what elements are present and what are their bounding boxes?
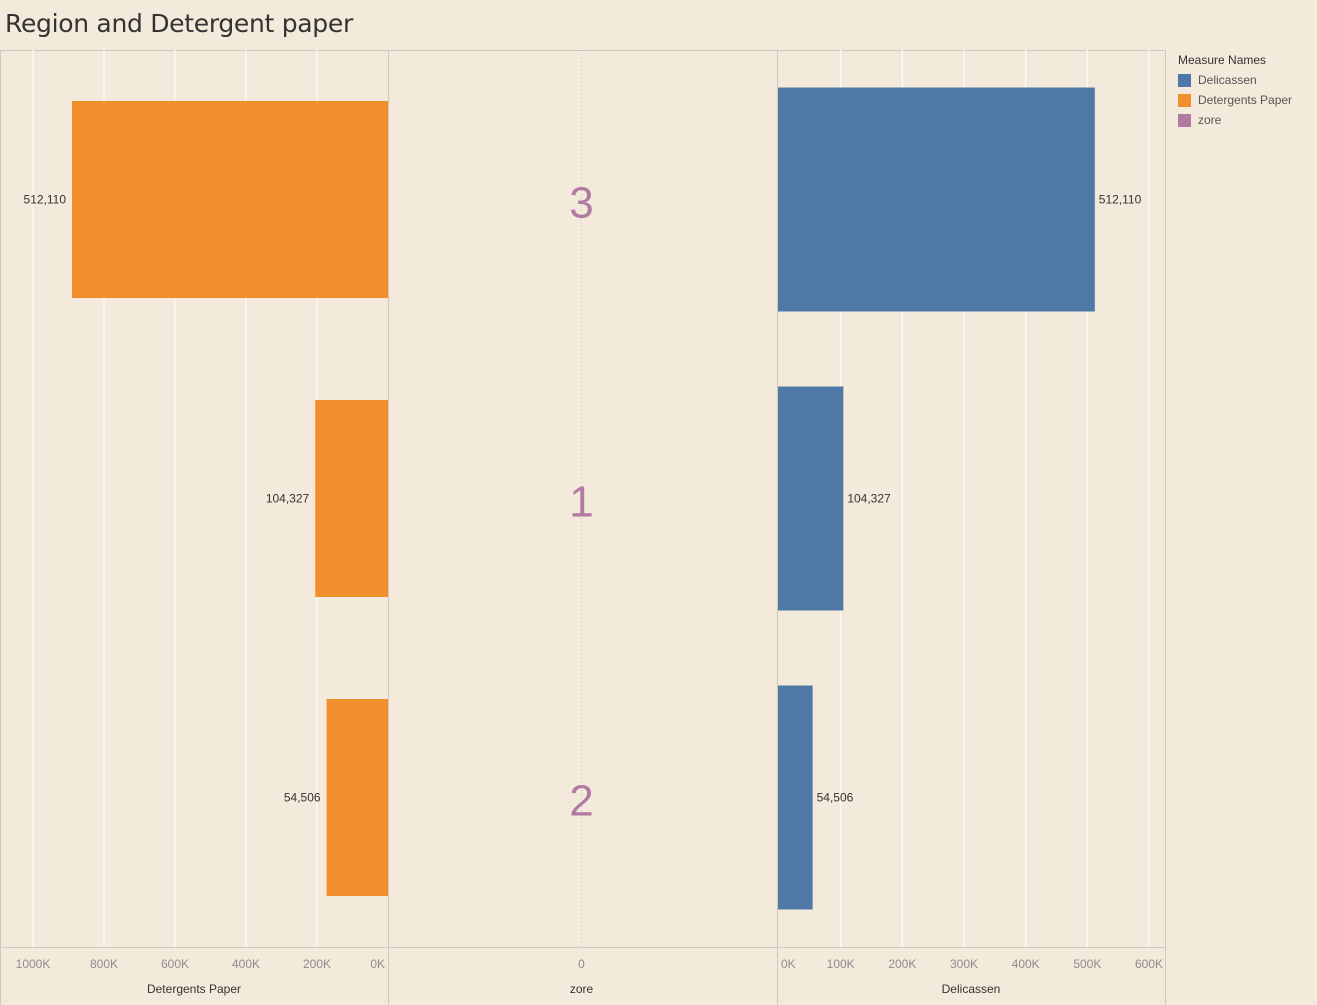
- bar-detergents-paper: [72, 101, 389, 298]
- legend-label: zore: [1198, 113, 1222, 127]
- x-tick-label: 300K: [950, 957, 978, 971]
- bar-detergents-paper: [315, 400, 388, 597]
- x-axis-title: Delicassen: [942, 982, 1001, 996]
- x-tick-label: 600K: [1135, 957, 1163, 971]
- x-tick-label: 400K: [1012, 957, 1040, 971]
- legend-item-detergents-paper[interactable]: Detergents Paper: [1178, 90, 1292, 110]
- x-tick-label: 400K: [232, 957, 260, 971]
- x-tick-label: 800K: [90, 957, 118, 971]
- category-label: 3: [569, 179, 593, 228]
- x-tick-label: 200K: [888, 957, 916, 971]
- data-label: 54,506: [817, 791, 854, 805]
- x-axis-title: Detergents Paper: [147, 982, 241, 996]
- x-tick-label: 0K: [781, 957, 796, 971]
- x-tick-label: 200K: [303, 957, 331, 971]
- data-label: 512,110: [24, 193, 67, 207]
- x-tick-label: 1000K: [16, 957, 51, 971]
- x-tick-label: 0: [578, 957, 585, 971]
- category-label: 2: [569, 777, 593, 826]
- x-tick-label: 500K: [1073, 957, 1101, 971]
- bar-delicassen: [778, 386, 844, 611]
- bar-delicassen: [778, 87, 1095, 312]
- bar-detergents-paper: [326, 699, 388, 896]
- data-label: 54,506: [284, 791, 321, 805]
- data-label: 104,327: [847, 492, 891, 506]
- legend-title: Measure Names: [1178, 53, 1267, 67]
- category-label: 1: [569, 478, 593, 527]
- x-tick-label: 100K: [827, 957, 855, 971]
- data-label: 512,110: [1099, 193, 1142, 207]
- legend-label: Delicassen: [1198, 73, 1257, 87]
- chart-title: Region and Detergent paper: [5, 9, 353, 38]
- x-tick-label: 600K: [161, 957, 189, 971]
- legend-swatch: [1178, 73, 1191, 87]
- legend-item-delicassen[interactable]: Delicassen: [1178, 70, 1292, 90]
- x-axis-title: zore: [570, 982, 594, 996]
- legend-swatch: [1178, 93, 1191, 107]
- legend-label: Detergents Paper: [1198, 93, 1293, 107]
- x-tick-label: 0K: [370, 957, 385, 971]
- data-label: 104,327: [266, 492, 310, 506]
- bar-delicassen: [778, 685, 813, 910]
- legend-item-zore[interactable]: zore: [1178, 110, 1292, 130]
- legend: Measure Names Delicassen Detergents Pape…: [1178, 53, 1292, 130]
- legend-swatch: [1178, 113, 1191, 127]
